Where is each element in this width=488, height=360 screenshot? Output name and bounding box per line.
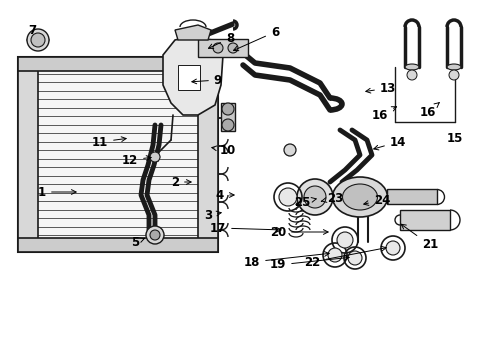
Text: 12: 12 xyxy=(122,153,151,166)
Text: 22: 22 xyxy=(303,246,386,269)
Bar xyxy=(18,57,38,252)
Bar xyxy=(18,57,218,252)
Text: 19: 19 xyxy=(269,256,348,271)
Bar xyxy=(18,57,218,71)
Text: 25: 25 xyxy=(293,195,316,208)
Bar xyxy=(399,210,449,230)
Text: 8: 8 xyxy=(208,32,234,48)
Text: 5: 5 xyxy=(131,235,144,248)
Circle shape xyxy=(227,43,238,53)
Circle shape xyxy=(327,248,341,262)
Bar xyxy=(198,57,218,252)
Text: 18: 18 xyxy=(244,252,328,269)
Text: 16: 16 xyxy=(419,103,438,118)
Circle shape xyxy=(406,70,416,80)
Circle shape xyxy=(150,152,160,162)
Circle shape xyxy=(27,29,49,51)
Text: 13: 13 xyxy=(365,81,395,95)
Text: 23: 23 xyxy=(321,192,343,204)
Text: 7: 7 xyxy=(28,23,36,36)
Text: 16: 16 xyxy=(371,107,396,122)
Bar xyxy=(18,238,218,252)
Ellipse shape xyxy=(342,184,377,210)
Circle shape xyxy=(448,70,458,80)
Circle shape xyxy=(284,144,295,156)
Text: 2: 2 xyxy=(171,176,191,189)
Text: 24: 24 xyxy=(363,194,389,207)
Text: 1: 1 xyxy=(38,185,76,198)
Circle shape xyxy=(304,186,325,208)
Text: 11: 11 xyxy=(92,135,126,149)
Circle shape xyxy=(385,241,399,255)
Ellipse shape xyxy=(404,64,418,70)
Circle shape xyxy=(296,179,332,215)
Circle shape xyxy=(347,251,361,265)
Text: 10: 10 xyxy=(211,144,236,157)
Circle shape xyxy=(146,226,163,244)
Circle shape xyxy=(336,232,352,248)
Bar xyxy=(178,65,200,90)
Circle shape xyxy=(150,230,160,240)
Text: 4: 4 xyxy=(215,189,234,202)
Circle shape xyxy=(31,33,45,47)
Text: 17: 17 xyxy=(209,221,281,234)
Text: 6: 6 xyxy=(233,26,279,51)
Ellipse shape xyxy=(332,177,386,217)
Ellipse shape xyxy=(446,64,460,70)
Circle shape xyxy=(213,43,223,53)
Text: 14: 14 xyxy=(373,135,406,150)
Bar xyxy=(198,39,247,57)
Bar xyxy=(221,103,235,131)
Text: 20: 20 xyxy=(269,225,327,239)
Polygon shape xyxy=(163,37,223,115)
Text: 21: 21 xyxy=(400,224,437,252)
Text: 3: 3 xyxy=(203,208,221,221)
Circle shape xyxy=(222,119,234,131)
Circle shape xyxy=(279,188,296,206)
Bar xyxy=(386,189,436,204)
Circle shape xyxy=(222,103,234,115)
Text: 15: 15 xyxy=(446,131,462,144)
Text: 9: 9 xyxy=(191,73,222,86)
Polygon shape xyxy=(175,25,210,40)
